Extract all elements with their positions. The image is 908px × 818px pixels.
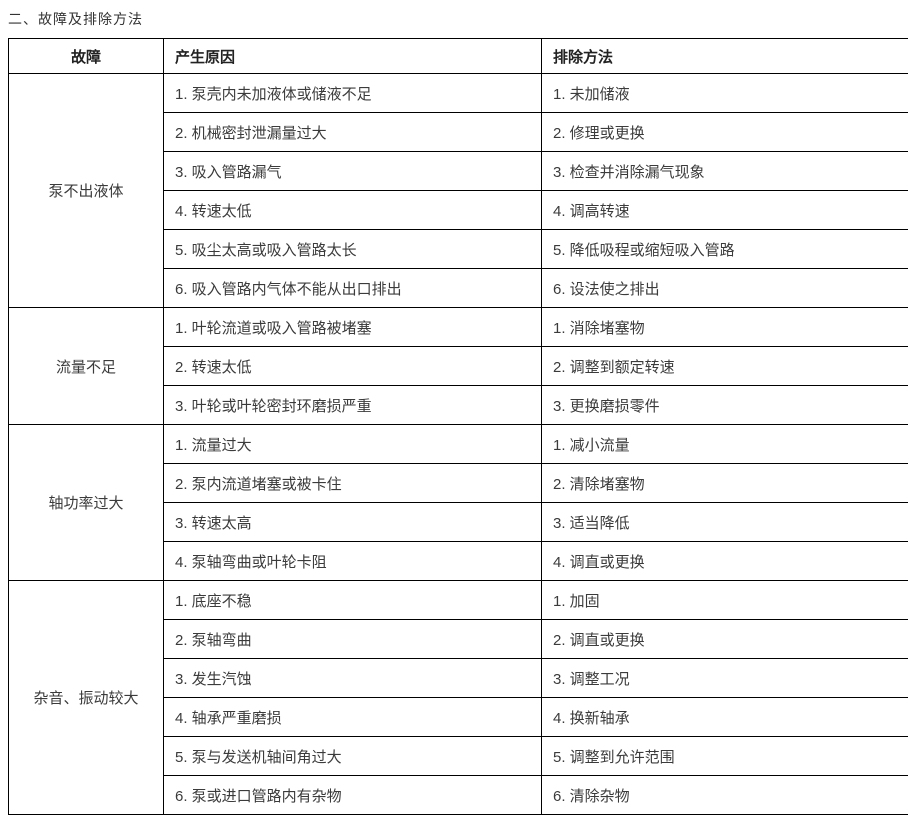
remedy-cell: 1. 未加储液 [541, 73, 908, 113]
remedy-cell: 1. 消除堵塞物 [541, 307, 908, 347]
fault-label-excess-shaft-power: 轴功率过大 [8, 424, 164, 581]
remedy-cell: 2. 修理或更换 [541, 112, 908, 152]
table-row: 2. 转速太低 2. 调整到额定转速 [9, 346, 908, 386]
fault-label-pump-no-liquid: 泵不出液体 [8, 73, 164, 308]
table-header-row: 故障 产生原因 排除方法 [8, 38, 908, 74]
cause-cell: 6. 吸入管路内气体不能从出口排出 [163, 268, 542, 308]
remedy-cell: 3. 检查并消除漏气现象 [541, 151, 908, 191]
table-row: 2. 机械密封泄漏量过大 2. 修理或更换 [9, 112, 908, 152]
cause-cell: 1. 流量过大 [163, 424, 542, 464]
remedy-cell: 2. 清除堵塞物 [541, 463, 908, 503]
cause-cell: 1. 叶轮流道或吸入管路被堵塞 [163, 307, 542, 347]
cause-cell: 4. 转速太低 [163, 190, 542, 230]
cause-cell: 2. 泵内流道堵塞或被卡住 [163, 463, 542, 503]
cause-cell: 3. 转速太高 [163, 502, 542, 542]
table-row: 5. 吸尘太高或吸入管路太长 5. 降低吸程或缩短吸入管路 [9, 229, 908, 269]
remedy-cell: 5. 降低吸程或缩短吸入管路 [541, 229, 908, 269]
table-row: 2. 泵内流道堵塞或被卡住 2. 清除堵塞物 [9, 463, 908, 503]
remedy-cell: 6. 设法使之排出 [541, 268, 908, 308]
cause-cell: 5. 吸尘太高或吸入管路太长 [163, 229, 542, 269]
table-row: 5. 泵与发送机轴间角过大 5. 调整到允许范围 [9, 736, 908, 776]
cause-cell: 3. 叶轮或叶轮密封环磨损严重 [163, 385, 542, 425]
cause-cell: 3. 发生汽蚀 [163, 658, 542, 698]
header-remedy: 排除方法 [541, 38, 908, 74]
cause-cell: 2. 机械密封泄漏量过大 [163, 112, 542, 152]
cause-cell: 2. 泵轴弯曲 [163, 619, 542, 659]
table-row: 3. 转速太高 3. 适当降低 [9, 502, 908, 542]
table-row: 流量不足 1. 叶轮流道或吸入管路被堵塞 1. 消除堵塞物 [8, 307, 908, 425]
remedy-cell: 3. 更换磨损零件 [541, 385, 908, 425]
table-row: 4. 泵轴弯曲或叶轮卡阻 4. 调直或更换 [9, 541, 908, 581]
cause-cell: 2. 转速太低 [163, 346, 542, 386]
remedy-cell: 3. 适当降低 [541, 502, 908, 542]
header-fault: 故障 [8, 38, 164, 74]
cause-cell: 4. 轴承严重磨损 [163, 697, 542, 737]
cause-cell: 3. 吸入管路漏气 [163, 151, 542, 191]
table-row: 2. 泵轴弯曲 2. 调直或更换 [9, 619, 908, 659]
table-row: 3. 发生汽蚀 3. 调整工况 [9, 658, 908, 698]
remedy-cell: 2. 调直或更换 [541, 619, 908, 659]
table-row: 6. 泵或进口管路内有杂物 6. 清除杂物 [9, 775, 908, 815]
remedy-cell: 3. 调整工况 [541, 658, 908, 698]
header-cause: 产生原因 [163, 38, 542, 74]
remedy-cell: 4. 调高转速 [541, 190, 908, 230]
remedy-cell: 4. 换新轴承 [541, 697, 908, 737]
cause-cell: 5. 泵与发送机轴间角过大 [163, 736, 542, 776]
fault-remedy-table: 故障 产生原因 排除方法 泵不出液体 1. 泵壳内未加液体或储液不足 1. 未加… [8, 38, 908, 815]
remedy-cell: 4. 调直或更换 [541, 541, 908, 581]
remedy-cell: 2. 调整到额定转速 [541, 346, 908, 386]
table-row: 4. 轴承严重磨损 4. 换新轴承 [9, 697, 908, 737]
cause-cell: 4. 泵轴弯曲或叶轮卡阻 [163, 541, 542, 581]
table-row: 4. 转速太低 4. 调高转速 [9, 190, 908, 230]
remedy-cell: 6. 清除杂物 [541, 775, 908, 815]
cause-cell: 1. 底座不稳 [163, 580, 542, 620]
remedy-cell: 5. 调整到允许范围 [541, 736, 908, 776]
fault-label-insufficient-flow: 流量不足 [8, 307, 164, 425]
cause-cell: 6. 泵或进口管路内有杂物 [163, 775, 542, 815]
table-row: 轴功率过大 1. 流量过大 1. 减小流量 [8, 424, 908, 581]
page-title: 二、故障及排除方法 [8, 11, 143, 27]
table-row: 6. 吸入管路内气体不能从出口排出 6. 设法使之排出 [9, 268, 908, 308]
table-row: 3. 吸入管路漏气 3. 检查并消除漏气现象 [9, 151, 908, 191]
fault-label-noise-vibration: 杂音、振动较大 [8, 580, 164, 815]
remedy-cell: 1. 加固 [541, 580, 908, 620]
table-row: 3. 叶轮或叶轮密封环磨损严重 3. 更换磨损零件 [9, 385, 908, 425]
table-row: 泵不出液体 1. 泵壳内未加液体或储液不足 1. 未加储液 [8, 73, 908, 308]
remedy-cell: 1. 减小流量 [541, 424, 908, 464]
table-row: 杂音、振动较大 1. 底座不稳 1. 加固 [8, 580, 908, 815]
cause-cell: 1. 泵壳内未加液体或储液不足 [163, 73, 542, 113]
